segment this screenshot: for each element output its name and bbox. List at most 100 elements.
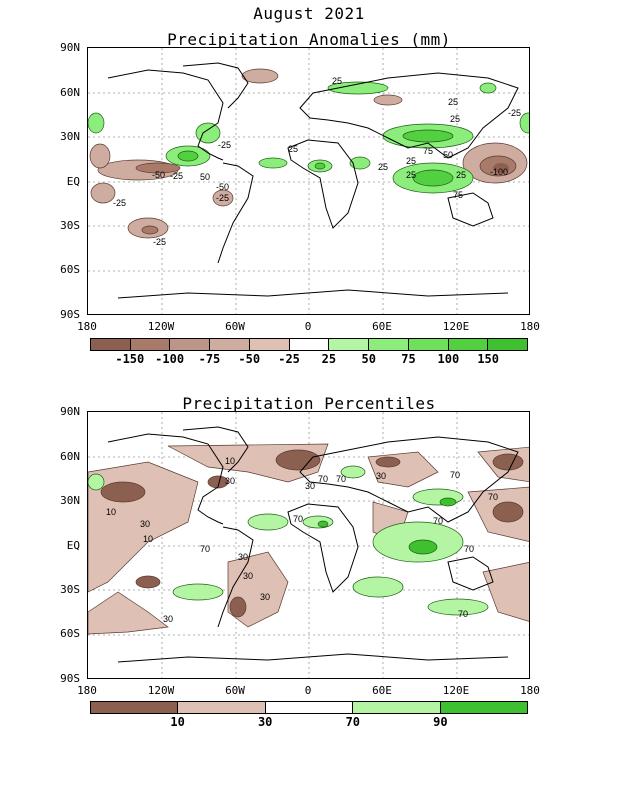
p2-lat-label: EQ xyxy=(66,539,80,552)
contour-label: 50 xyxy=(443,150,453,160)
contour-label: 70 xyxy=(433,516,443,526)
colorbar-swatch xyxy=(265,702,354,713)
colorbar-swatch xyxy=(210,339,250,350)
contour-label: 50 xyxy=(200,172,210,182)
contour-label: 30 xyxy=(238,552,248,562)
contour-label: 25 xyxy=(332,76,342,86)
contour-label: 70 xyxy=(458,609,468,619)
contour-label: 10 xyxy=(106,507,116,517)
contour-label: -25 xyxy=(113,198,126,208)
colorbar-label: 100 xyxy=(437,352,460,366)
contour-label: 25 xyxy=(288,144,298,154)
contour-label: 70 xyxy=(336,474,346,484)
p2-lon-label: 180 xyxy=(520,684,540,697)
p1-lat-label: 90N xyxy=(60,41,80,54)
colorbar-label: 70 xyxy=(345,715,361,729)
colorbar-swatch xyxy=(130,339,171,350)
contour-label: 30 xyxy=(243,571,253,581)
p1-lon-label: 180 xyxy=(77,320,97,333)
p2-lat-label: 30S xyxy=(60,583,80,596)
contour-label: 70 xyxy=(450,470,460,480)
p2-lon-label: 120W xyxy=(147,684,175,697)
p2-lat-label: 60N xyxy=(60,450,80,463)
p1-lat-label: 30N xyxy=(60,130,80,143)
colorbar-label: 25 xyxy=(321,352,337,366)
anomalies-colorbar xyxy=(90,338,528,351)
contour-label: -25 xyxy=(153,237,166,247)
contour-label: 10 xyxy=(225,456,235,466)
contour-label: 30 xyxy=(225,476,235,486)
contour-label: 25 xyxy=(448,97,458,107)
p1-lon-label: 60W xyxy=(225,320,245,333)
colorbar-label: -150 xyxy=(115,352,145,366)
contour-label: 70 xyxy=(464,544,474,554)
colorbar-label: -100 xyxy=(155,352,185,366)
colorbar-swatch xyxy=(289,339,330,350)
colorbar-label: 75 xyxy=(401,352,416,366)
p2-lat-label: 30N xyxy=(60,494,80,507)
contour-label: 70 xyxy=(318,474,328,484)
anomalies-map-title: Precipitation Anomalies (mm) xyxy=(167,30,451,49)
colorbar-swatch xyxy=(329,339,370,350)
p2-lon-label: 120E xyxy=(442,684,470,697)
colorbar-swatch xyxy=(408,339,449,350)
contour-label: -25 xyxy=(508,108,521,118)
contour-label: 75 xyxy=(453,190,463,200)
contour-label: -25 xyxy=(218,140,231,150)
colorbar-swatch xyxy=(249,339,290,350)
colorbar-swatch xyxy=(91,702,179,713)
p1-lon-label: 60E xyxy=(372,320,392,333)
colorbar-label: -75 xyxy=(198,352,221,366)
p2-lon-label: 60E xyxy=(372,684,392,697)
contour-label: 30 xyxy=(260,592,270,602)
contour-label: -25 xyxy=(216,193,229,203)
colorbar-swatch xyxy=(170,339,211,350)
contour-label: 25 xyxy=(378,162,388,172)
percentiles-colorbar xyxy=(90,701,528,714)
p1-lon-label: 120E xyxy=(442,320,470,333)
contour-label: 70 xyxy=(293,514,303,524)
p1-lat-label: 90S xyxy=(60,308,80,321)
p1-lat-label: 60N xyxy=(60,86,80,99)
colorbar-swatch xyxy=(178,702,266,713)
p1-lon-label: 120W xyxy=(147,320,175,333)
wet-anomaly-shading xyxy=(88,81,529,194)
page-title: August 2021 xyxy=(253,4,365,23)
contour-label: -50 xyxy=(152,170,165,180)
p1-lon-label: 0 xyxy=(304,320,312,333)
colorbar-swatch xyxy=(448,339,489,350)
p2-lat-label: 60S xyxy=(60,627,80,640)
p2-lat-label: 90N xyxy=(60,405,80,418)
colorbar-label: 150 xyxy=(477,352,500,366)
contour-label: 30 xyxy=(163,614,173,624)
colorbar-label: 90 xyxy=(433,715,448,729)
contour-label: 70 xyxy=(488,492,498,502)
colorbar-label: 30 xyxy=(257,715,273,729)
contour-label: 25 xyxy=(406,170,416,180)
contour-label: 25 xyxy=(406,156,416,166)
contour-label: 30 xyxy=(376,471,386,481)
contour-label: 70 xyxy=(200,544,210,554)
p1-lat-label: EQ xyxy=(66,175,80,188)
colorbar-label: 10 xyxy=(170,715,185,729)
dry-anomaly-shading xyxy=(89,68,528,239)
p2-lon-label: 180 xyxy=(77,684,97,697)
contour-label: 25 xyxy=(450,114,460,124)
p2-lon-label: 60W xyxy=(225,684,245,697)
colorbar-label: 50 xyxy=(361,352,376,366)
contour-label: -50 xyxy=(216,182,229,192)
percentiles-map: 10 30 70 30 10 30 10 70 30 70 30 70 70 7… xyxy=(87,411,530,679)
contour-label: 30 xyxy=(140,519,150,529)
contour-label: 30 xyxy=(305,481,315,491)
coastlines xyxy=(107,426,519,663)
colorbar-swatch xyxy=(440,702,528,713)
p2-lat-label: 90S xyxy=(60,672,80,685)
percentiles-map-title: Precipitation Percentiles xyxy=(182,394,436,413)
contour-label: 75 xyxy=(423,146,433,156)
p2-lon-label: 0 xyxy=(304,684,312,697)
colorbar-label: -50 xyxy=(238,352,261,366)
p1-lat-label: 60S xyxy=(60,263,80,276)
colorbar-swatch xyxy=(488,339,528,350)
p1-lon-label: 180 xyxy=(520,320,540,333)
contour-label: -100 xyxy=(490,167,508,177)
